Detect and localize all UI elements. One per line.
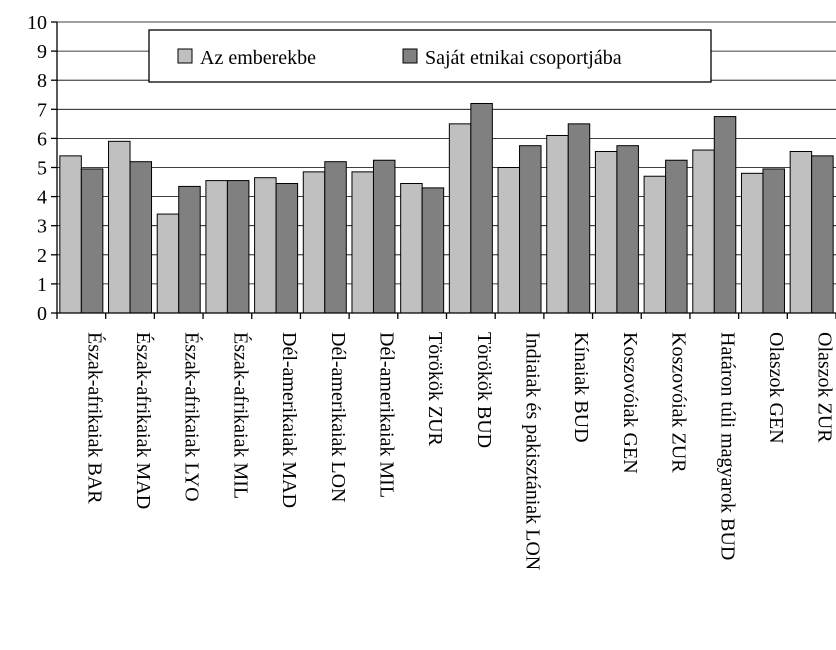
x-category-label: Olaszok GEN bbox=[765, 332, 787, 444]
legend-label-series-2: Saját etnikai csoportjába bbox=[425, 47, 622, 69]
bar-series-1 bbox=[156, 213, 180, 314]
bar-series-2 bbox=[519, 145, 542, 314]
x-category-label: Törökök BUD bbox=[473, 332, 495, 448]
bar-series-2 bbox=[470, 102, 493, 314]
x-category-label: Dél-amerikaiak LON bbox=[327, 332, 349, 502]
x-category-label: Dél-amerikaiak MAD bbox=[278, 332, 300, 508]
bar-series-2 bbox=[178, 185, 201, 314]
legend-swatch-series-2 bbox=[402, 48, 418, 64]
legend-swatch-series-1 bbox=[177, 48, 193, 64]
y-tick-label: 10 bbox=[27, 12, 47, 34]
y-tick-label: 6 bbox=[37, 128, 47, 150]
bar-series-2 bbox=[616, 145, 639, 314]
bar-series-2 bbox=[129, 161, 153, 314]
y-tick-label: 5 bbox=[37, 158, 47, 180]
bar-series-2 bbox=[665, 159, 688, 314]
x-category-label: Indiaiak és pakisztániak LON bbox=[522, 332, 544, 570]
bar-series-1 bbox=[205, 180, 228, 314]
x-category-label: Olaszok ZUR bbox=[814, 332, 836, 443]
x-category-label: Észak-afrikaiak MIL bbox=[229, 332, 252, 499]
bar-series-1 bbox=[302, 171, 326, 314]
x-category-label: Dél-amerikaiak MIL bbox=[375, 332, 397, 498]
bar-series-1 bbox=[254, 177, 277, 314]
y-tick-label: 0 bbox=[37, 303, 47, 325]
y-axis: 0 1 2 3 4 5 6 7 8 9 10 bbox=[27, 12, 58, 325]
x-category-label: Észak-afrikaiak MAD bbox=[132, 332, 155, 509]
y-tick-label: 3 bbox=[37, 216, 47, 238]
x-axis: Észak-afrikaiak BAR Észak-afrikaiak MAD És… bbox=[56, 312, 836, 570]
legend-box bbox=[148, 29, 712, 83]
bar-series-1 bbox=[546, 134, 569, 314]
bar-series-1 bbox=[351, 171, 374, 314]
x-category-label: Koszovóiak ZUR bbox=[668, 332, 690, 473]
bar-series-1 bbox=[594, 150, 618, 314]
bar-series-2 bbox=[275, 183, 299, 314]
bar-series-2 bbox=[421, 187, 445, 314]
x-category-label: Kínaiak BUD bbox=[570, 332, 592, 443]
x-category-label: Észak-afrikaiak LYO bbox=[181, 332, 204, 502]
bar-series-2 bbox=[372, 159, 396, 314]
bars bbox=[59, 102, 834, 314]
x-category-label: Észak-afrikaiak BAR bbox=[83, 332, 106, 504]
y-tick-label: 8 bbox=[37, 70, 47, 92]
legend: Az emberekbe Saját etnikai csoportjába bbox=[148, 29, 712, 83]
bar-series-1 bbox=[400, 183, 423, 314]
bar-series-2 bbox=[762, 168, 785, 314]
bar-series-2 bbox=[80, 168, 104, 314]
bar-series-2 bbox=[226, 180, 250, 314]
bar-series-1 bbox=[59, 155, 82, 314]
y-tick-label: 4 bbox=[37, 187, 47, 209]
bar-series-1 bbox=[740, 172, 764, 314]
y-tick-label: 1 bbox=[37, 274, 47, 296]
legend-label-series-1: Az emberekbe bbox=[200, 47, 316, 69]
bar-series-1 bbox=[789, 150, 813, 314]
bar-series-2 bbox=[324, 161, 347, 314]
bar-series-2 bbox=[567, 123, 591, 314]
bar-series-1 bbox=[448, 123, 472, 314]
x-category-label: Határon túli magyarok BUD bbox=[716, 332, 738, 560]
x-category-label: Törökök ZUR bbox=[424, 332, 446, 447]
x-category-label: Koszovóiak GEN bbox=[619, 332, 641, 474]
bar-series-2 bbox=[811, 155, 834, 314]
bar-series-1 bbox=[692, 149, 715, 314]
y-tick-label: 7 bbox=[37, 99, 47, 121]
bar-series-1 bbox=[108, 140, 131, 314]
y-tick-label: 2 bbox=[37, 245, 47, 267]
y-tick-label: 9 bbox=[37, 41, 47, 63]
bar-series-1 bbox=[643, 175, 667, 314]
bar-series-2 bbox=[713, 116, 737, 314]
bar-series-1 bbox=[497, 167, 521, 314]
